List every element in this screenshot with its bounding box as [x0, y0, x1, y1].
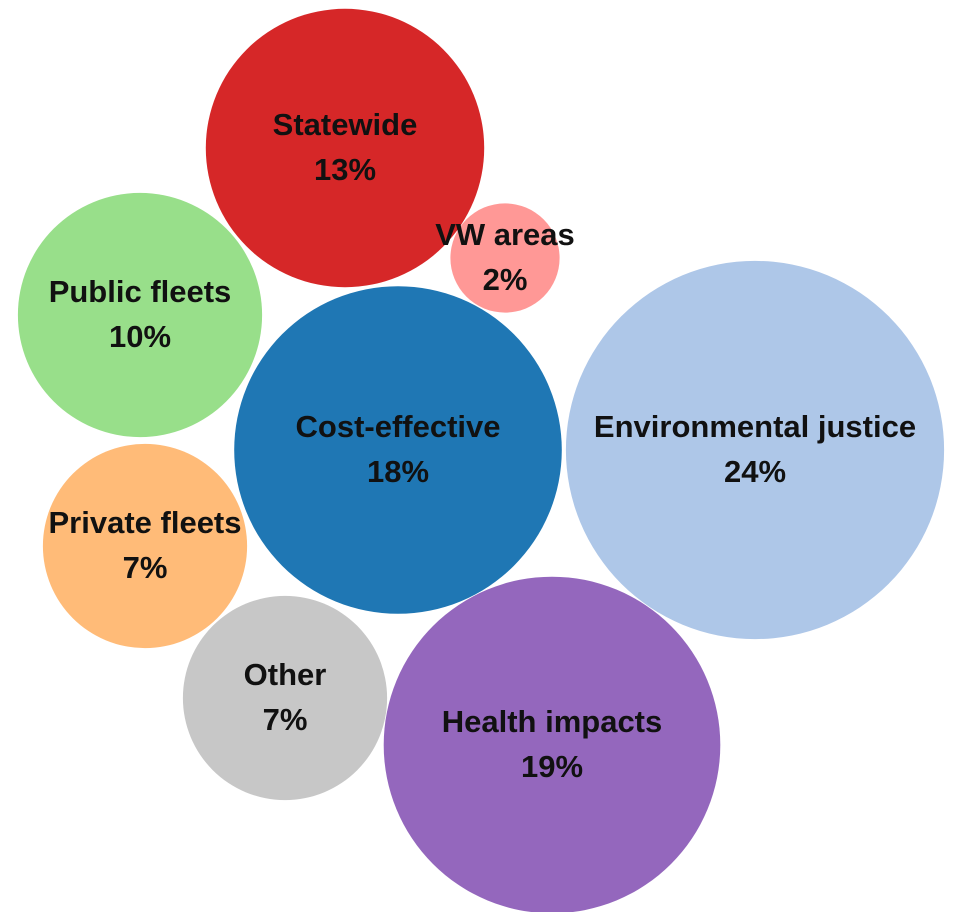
- bubble-label-statewide: Statewide: [273, 107, 418, 142]
- bubble-health-impacts: [383, 576, 721, 912]
- bubble-value-public-fleets: 10%: [109, 319, 171, 354]
- bubble-public-fleets: [17, 192, 263, 438]
- bubble-value-other: 7%: [263, 702, 308, 737]
- bubble-value-vw-areas: 2%: [483, 262, 528, 297]
- bubble-other: [182, 595, 388, 801]
- bubble-vw-areas: [450, 203, 560, 313]
- bubble-value-private-fleets: 7%: [123, 550, 168, 585]
- bubble-value-cost-effective: 18%: [367, 454, 429, 489]
- bubble-label-public-fleets: Public fleets: [49, 274, 232, 309]
- bubbles-layer: [17, 8, 945, 912]
- bubble-value-health-impacts: 19%: [521, 749, 583, 784]
- bubble-private-fleets: [42, 443, 248, 649]
- bubble-value-statewide: 13%: [314, 152, 376, 187]
- bubble-label-cost-effective: Cost-effective: [296, 409, 501, 444]
- bubble-environmental-justice: [565, 260, 945, 640]
- bubble-label-environmental-justice: Environmental justice: [594, 409, 916, 444]
- bubble-label-private-fleets: Private fleets: [49, 505, 242, 540]
- bubble-value-environmental-justice: 24%: [724, 454, 786, 489]
- bubble-label-other: Other: [244, 657, 327, 692]
- bubble-label-health-impacts: Health impacts: [442, 704, 663, 739]
- bubble-statewide: [205, 8, 485, 288]
- bubble-cost-effective: [234, 286, 562, 614]
- labels-layer: Statewide 13% VW areas 2% Public fleets 10% Co…: [49, 107, 917, 784]
- bubble-label-vw-areas: VW areas: [435, 217, 575, 252]
